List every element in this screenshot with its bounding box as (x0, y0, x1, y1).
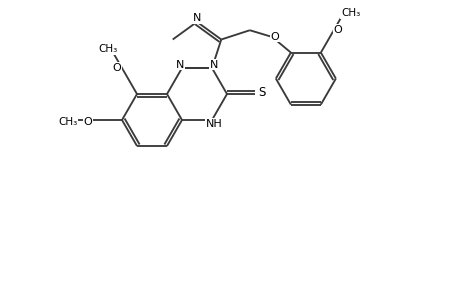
Text: N: N (192, 13, 201, 23)
Text: O: O (333, 25, 341, 35)
Text: CH₃: CH₃ (341, 8, 360, 19)
Text: N: N (175, 60, 184, 70)
Text: N: N (209, 60, 218, 70)
Text: CH₃: CH₃ (98, 44, 118, 54)
Text: CH₃: CH₃ (58, 117, 78, 127)
Text: O: O (84, 117, 92, 127)
Text: O: O (112, 63, 121, 73)
Text: S: S (258, 85, 265, 98)
Text: NH: NH (206, 119, 223, 129)
Text: O: O (270, 32, 279, 42)
